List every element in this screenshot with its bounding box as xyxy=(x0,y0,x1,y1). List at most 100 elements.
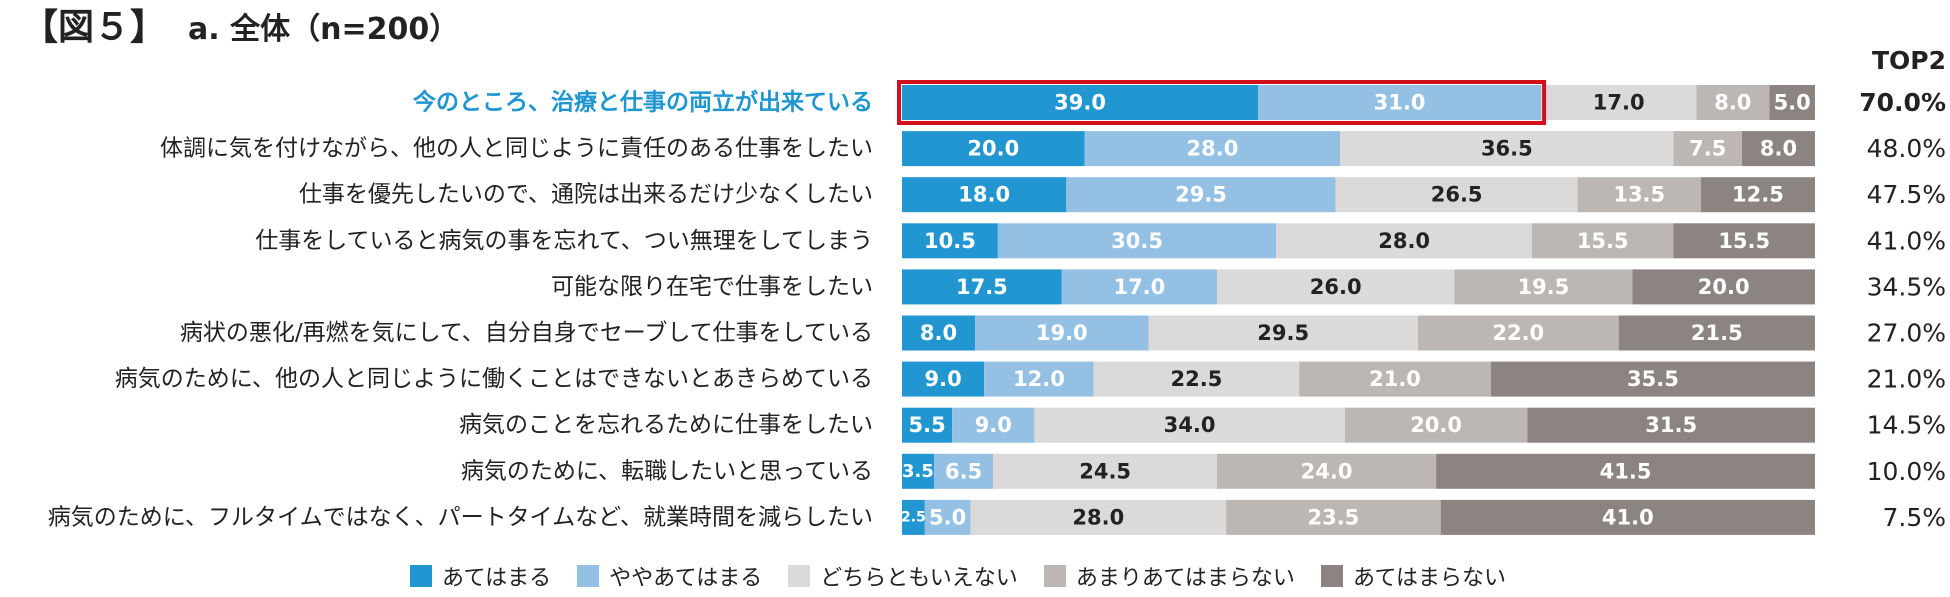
legend-swatch-strong-agree xyxy=(410,565,432,587)
bar-segment-disagree-3 xyxy=(1531,223,1674,259)
bar-segment-strong-disagree-8 xyxy=(1436,453,1815,489)
bar-segment-neutral-0 xyxy=(1541,85,1697,120)
top2-value-1: 48.0% xyxy=(1867,134,1946,163)
data-label-agree-4: 17.0 xyxy=(1113,275,1165,299)
legend-item-strong-agree: あてはまる xyxy=(410,560,551,592)
data-label-neutral-8: 24.5 xyxy=(1079,459,1131,483)
bar-segment-disagree-1 xyxy=(1673,131,1742,167)
bar-segment-disagree-8 xyxy=(1216,453,1437,489)
category-label-1: 体調に気を付けながら、他の人と同じように責任のある仕事をしたい xyxy=(160,136,873,162)
bar-segment-disagree-5 xyxy=(1417,315,1619,351)
bar-segment-agree-8 xyxy=(933,453,994,489)
data-label-disagree-3: 15.5 xyxy=(1577,229,1629,253)
legend-item-disagree: あまりあてはまらない xyxy=(1043,560,1295,592)
bar-segment-disagree-2 xyxy=(1577,177,1701,213)
bar-segment-neutral-5 xyxy=(1148,315,1418,351)
bar-segment-strong-disagree-4 xyxy=(1632,269,1815,305)
bar-segment-strong-disagree-1 xyxy=(1741,131,1815,167)
top2-value-9: 7.5% xyxy=(1882,503,1946,532)
bar-segment-strong-disagree-6 xyxy=(1490,361,1815,397)
data-label-strong-disagree-6: 35.5 xyxy=(1627,367,1679,391)
bar-segment-neutral-4 xyxy=(1216,269,1455,305)
bar-segment-strong-agree-4 xyxy=(902,269,1062,305)
data-label-agree-8: 6.5 xyxy=(945,459,982,483)
bar-segment-agree-1 xyxy=(1084,131,1341,167)
bar-segment-agree-5 xyxy=(975,315,1149,351)
data-label-disagree-0: 8.0 xyxy=(1714,91,1751,115)
data-label-agree-1: 28.0 xyxy=(1187,137,1239,161)
data-label-neutral-4: 26.0 xyxy=(1310,275,1362,299)
category-label-7: 病気のことを忘れるために仕事をしたい xyxy=(459,412,873,438)
data-label-strong-agree-3: 10.5 xyxy=(924,229,976,253)
data-label-strong-agree-8: 3.5 xyxy=(902,461,934,482)
data-label-disagree-8: 24.0 xyxy=(1301,459,1353,483)
legend-swatch-disagree xyxy=(1043,565,1066,587)
bar-segment-agree-6 xyxy=(984,361,1094,397)
top2-value-5: 27.0% xyxy=(1867,319,1946,348)
legend-label-agree: ややあてはまる xyxy=(609,566,763,591)
top2-value-6: 21.0% xyxy=(1867,365,1946,394)
bar-segment-strong-disagree-5 xyxy=(1618,315,1815,351)
bar-segment-strong-agree-8 xyxy=(902,453,934,489)
category-label-2: 仕事を優先したいので、通院は出来るだけ少なくしたい xyxy=(299,182,873,208)
legend-item-strong-disagree: あてはまらない xyxy=(1320,560,1507,592)
data-label-agree-5: 19.0 xyxy=(1036,321,1088,345)
bar-segment-agree-9 xyxy=(924,499,971,535)
bar-segment-disagree-6 xyxy=(1299,361,1491,397)
stacked-bar-chart: 今のところ、治療と仕事の両立が出来ている 39.0 31.0 17.0 8.0 5.0 70… xyxy=(48,80,1946,535)
category-label-6: 病気のために、他の人と同じように働くことはできないとあきらめている xyxy=(115,366,873,392)
data-label-strong-disagree-4: 20.0 xyxy=(1698,275,1750,299)
bar-segment-strong-agree-6 xyxy=(902,361,985,397)
data-label-strong-agree-6: 9.0 xyxy=(924,367,961,391)
data-label-neutral-7: 34.0 xyxy=(1164,413,1216,437)
top2-value-7: 14.5% xyxy=(1867,411,1946,440)
legend-swatch-strong-disagree xyxy=(1320,565,1343,587)
bar-segment-neutral-3 xyxy=(1276,223,1532,259)
legend-label-neutral: どちらともいえない xyxy=(820,566,1018,591)
legend-item-neutral: どちらともいえない xyxy=(788,560,1018,592)
bar-segment-strong-disagree-2 xyxy=(1700,177,1816,213)
category-label-3: 仕事をしていると病気の事を忘れて、つい無理をしてしまう xyxy=(255,228,873,254)
bar-segment-strong-disagree-9 xyxy=(1440,499,1815,535)
category-label-4: 可能な限り在宅で仕事をしたい xyxy=(551,274,873,300)
bar-segment-agree-0 xyxy=(1258,85,1542,120)
legend-label-disagree: あまりあてはまらない xyxy=(1075,566,1295,591)
bar-segment-neutral-1 xyxy=(1340,131,1674,167)
data-label-neutral-3: 28.0 xyxy=(1378,229,1430,253)
data-label-neutral-0: 17.0 xyxy=(1593,91,1645,115)
data-label-strong-agree-5: 8.0 xyxy=(920,321,957,345)
data-label-agree-9: 5.0 xyxy=(929,505,966,529)
bar-segment-strong-agree-0 xyxy=(902,85,1259,120)
data-label-strong-disagree-7: 31.5 xyxy=(1645,413,1697,437)
data-label-strong-agree-1: 20.0 xyxy=(967,137,1019,161)
bar-segment-strong-disagree-0 xyxy=(1769,85,1815,120)
bar-segment-strong-disagree-3 xyxy=(1673,223,1815,259)
bar-segment-strong-agree-1 xyxy=(902,131,1085,167)
data-label-strong-disagree-3: 15.5 xyxy=(1718,229,1770,253)
data-label-strong-agree-2: 18.0 xyxy=(958,183,1010,207)
data-label-disagree-1: 7.5 xyxy=(1689,137,1726,161)
top2-value-3: 41.0% xyxy=(1867,226,1946,255)
bar-segment-neutral-6 xyxy=(1093,361,1300,397)
data-label-strong-disagree-5: 21.5 xyxy=(1691,321,1743,345)
data-label-strong-agree-7: 5.5 xyxy=(909,413,946,437)
legend-label-strong-disagree: あてはまらない xyxy=(1352,566,1507,591)
bar-segment-agree-4 xyxy=(1061,269,1217,305)
data-label-neutral-1: 36.5 xyxy=(1481,137,1533,161)
data-label-strong-disagree-0: 5.0 xyxy=(1774,91,1811,115)
bar-segment-neutral-2 xyxy=(1335,177,1578,213)
data-label-neutral-9: 28.0 xyxy=(1072,505,1124,529)
bar-segment-strong-agree-2 xyxy=(902,177,1067,213)
bar-segment-disagree-0 xyxy=(1696,85,1770,120)
chart-subtitle: a. 全体（n=200） xyxy=(188,12,460,47)
data-label-neutral-5: 29.5 xyxy=(1257,321,1309,345)
data-label-neutral-6: 22.5 xyxy=(1171,367,1223,391)
bar-segment-agree-3 xyxy=(997,223,1277,259)
data-label-disagree-6: 21.0 xyxy=(1369,367,1421,391)
data-label-neutral-2: 26.5 xyxy=(1431,183,1483,207)
data-label-agree-3: 30.5 xyxy=(1111,229,1163,253)
top2-value-0: 70.0% xyxy=(1859,88,1946,117)
highlight-frame xyxy=(897,80,1547,125)
bar-segment-disagree-7 xyxy=(1344,407,1528,443)
category-label-0: 今のところ、治療と仕事の両立が出来ている xyxy=(413,89,873,116)
